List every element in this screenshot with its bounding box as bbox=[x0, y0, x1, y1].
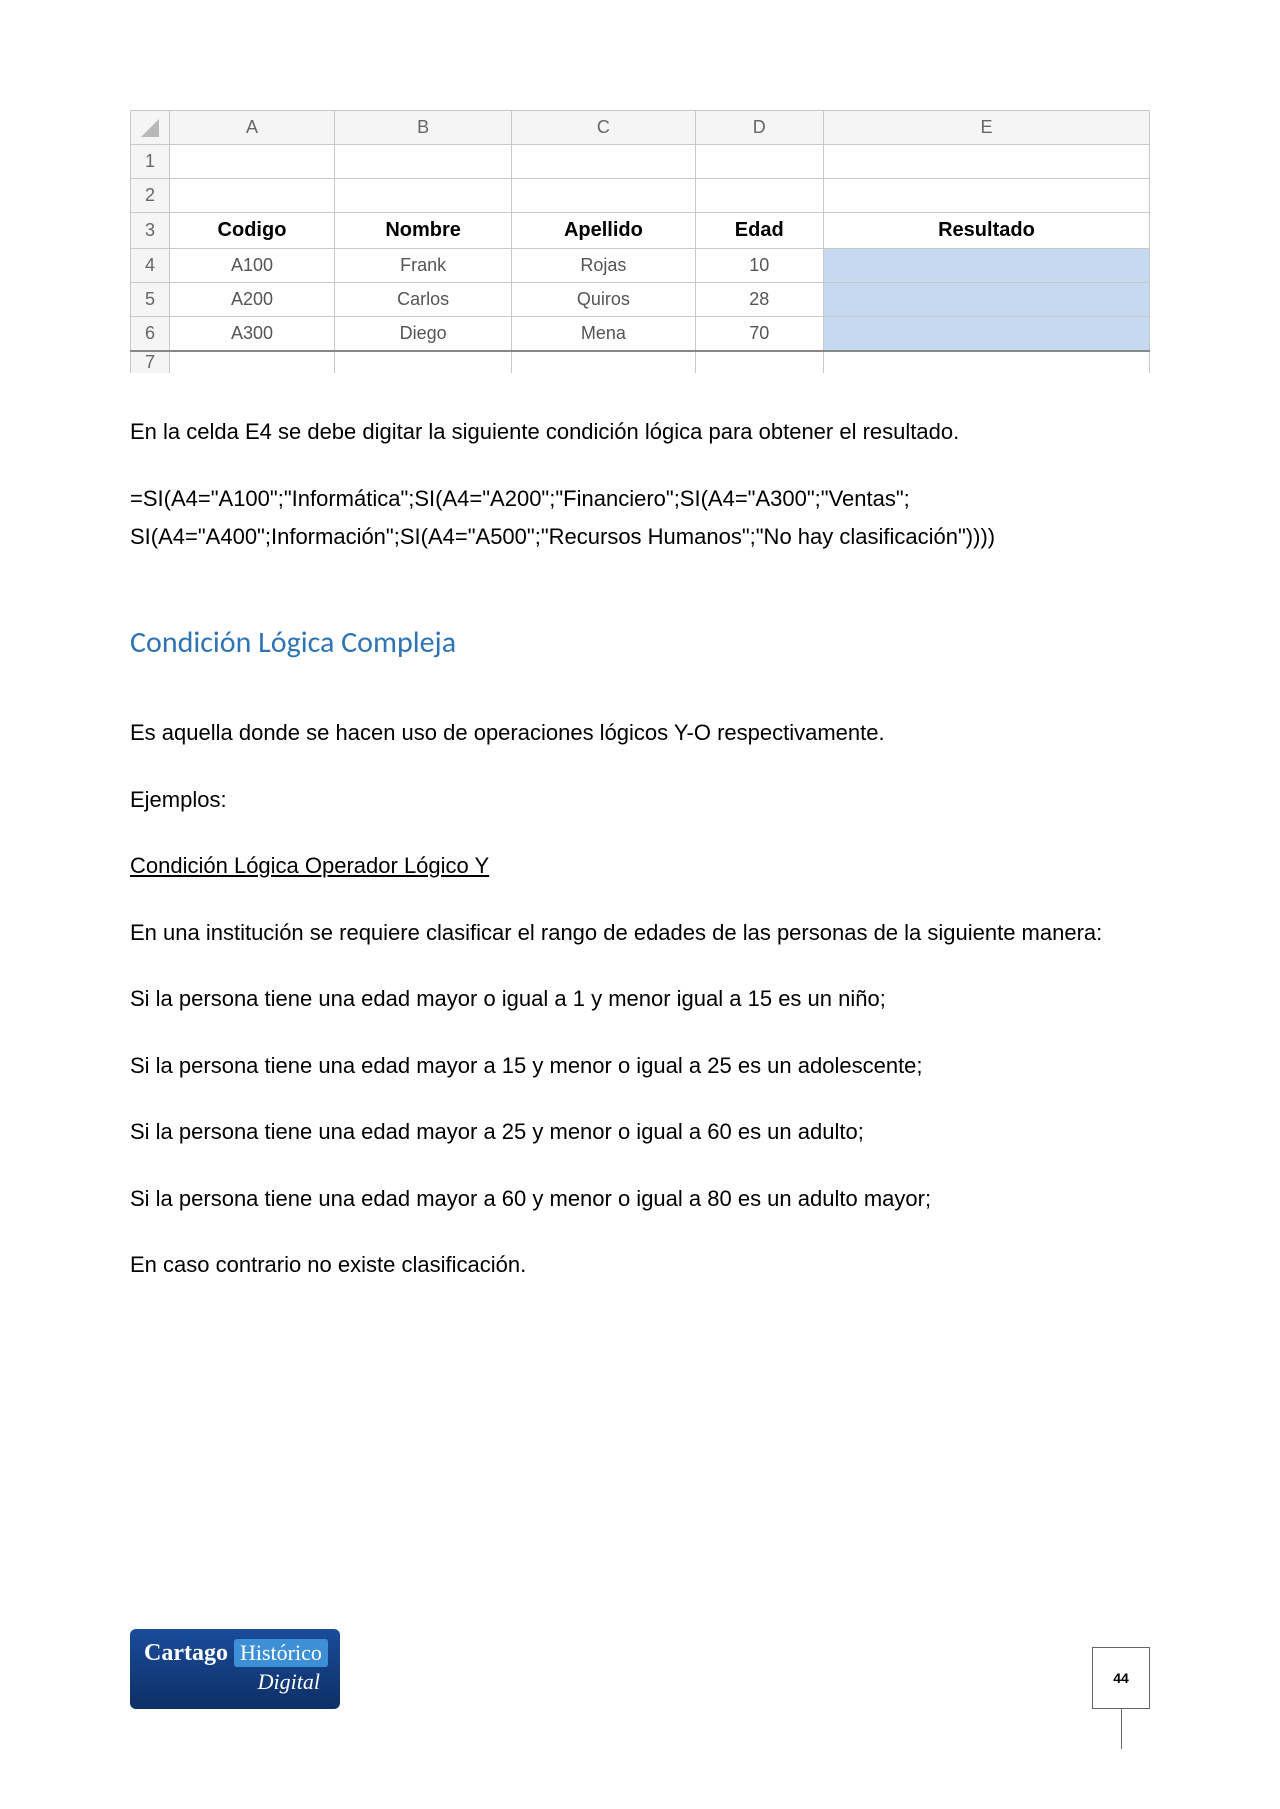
cell bbox=[170, 145, 335, 179]
cell-edad: 10 bbox=[695, 249, 823, 283]
subheading: Condición Lógica Operador Lógico Y bbox=[130, 847, 1150, 886]
logo-text-3: Digital bbox=[144, 1669, 326, 1695]
row-header: 5 bbox=[131, 283, 170, 317]
row-header: 7 bbox=[131, 351, 170, 373]
cell-edad: 70 bbox=[695, 317, 823, 352]
col-header: C bbox=[512, 111, 695, 145]
formula-text: =SI(A4="A100";"Informática";SI(A4="A200"… bbox=[130, 480, 1150, 557]
row-header: 1 bbox=[131, 145, 170, 179]
cell bbox=[823, 145, 1149, 179]
cell bbox=[512, 145, 695, 179]
logo-text-2: Histórico bbox=[234, 1639, 328, 1667]
paragraph: Si la persona tiene una edad mayor a 15 … bbox=[130, 1047, 1150, 1086]
cell bbox=[334, 145, 511, 179]
cell-codigo: A300 bbox=[170, 317, 335, 352]
cell-apellido: Mena bbox=[512, 317, 695, 352]
logo-text-1: Cartago bbox=[144, 1640, 228, 1667]
cell-codigo: A200 bbox=[170, 283, 335, 317]
paragraph: Ejemplos: bbox=[130, 781, 1150, 820]
cell-edad: 28 bbox=[695, 283, 823, 317]
cell-apellido: Quiros bbox=[512, 283, 695, 317]
page-number-stem bbox=[1121, 1709, 1122, 1749]
paragraph: En una institución se requiere clasifica… bbox=[130, 914, 1150, 953]
paragraph: Si la persona tiene una edad mayor o igu… bbox=[130, 980, 1150, 1019]
cell bbox=[334, 179, 511, 213]
cell-nombre: Frank bbox=[334, 249, 511, 283]
cell-resultado bbox=[823, 317, 1149, 352]
cell bbox=[170, 179, 335, 213]
cell bbox=[695, 179, 823, 213]
table-header-nombre: Nombre bbox=[334, 213, 511, 249]
excel-table-wrapper: A B C D E 1 2 3 Codigo Nombre Apellido E… bbox=[130, 110, 1150, 373]
row-header: 2 bbox=[131, 179, 170, 213]
footer-logo: Cartago Histórico Digital bbox=[130, 1629, 340, 1709]
table-header-resultado: Resultado bbox=[823, 213, 1149, 249]
paragraph: Es aquella donde se hacen uso de operaci… bbox=[130, 714, 1150, 753]
cell-nombre: Carlos bbox=[334, 283, 511, 317]
section-heading: Condición Lógica Compleja bbox=[130, 617, 1150, 670]
col-header: A bbox=[170, 111, 335, 145]
paragraph: En la celda E4 se debe digitar la siguie… bbox=[130, 413, 1150, 452]
cell-nombre: Diego bbox=[334, 317, 511, 352]
paragraph: En caso contrario no existe clasificació… bbox=[130, 1246, 1150, 1285]
row-header: 6 bbox=[131, 317, 170, 352]
col-header: E bbox=[823, 111, 1149, 145]
paragraph: Si la persona tiene una edad mayor a 60 … bbox=[130, 1180, 1150, 1219]
page-number-box: 44 bbox=[1092, 1647, 1150, 1709]
cell bbox=[823, 179, 1149, 213]
col-header: D bbox=[695, 111, 823, 145]
table-header-codigo: Codigo bbox=[170, 213, 335, 249]
table-header-apellido: Apellido bbox=[512, 213, 695, 249]
cell-apellido: Rojas bbox=[512, 249, 695, 283]
cell-resultado bbox=[823, 283, 1149, 317]
excel-corner-cell bbox=[131, 111, 170, 145]
col-header: B bbox=[334, 111, 511, 145]
cell-codigo: A100 bbox=[170, 249, 335, 283]
row-header: 4 bbox=[131, 249, 170, 283]
excel-table: A B C D E 1 2 3 Codigo Nombre Apellido E… bbox=[130, 110, 1150, 373]
cell-resultado bbox=[823, 249, 1149, 283]
paragraph: Si la persona tiene una edad mayor a 25 … bbox=[130, 1113, 1150, 1152]
row-header: 3 bbox=[131, 213, 170, 249]
cell bbox=[695, 145, 823, 179]
table-header-edad: Edad bbox=[695, 213, 823, 249]
page-number: 44 bbox=[1113, 1670, 1129, 1686]
cell bbox=[512, 179, 695, 213]
